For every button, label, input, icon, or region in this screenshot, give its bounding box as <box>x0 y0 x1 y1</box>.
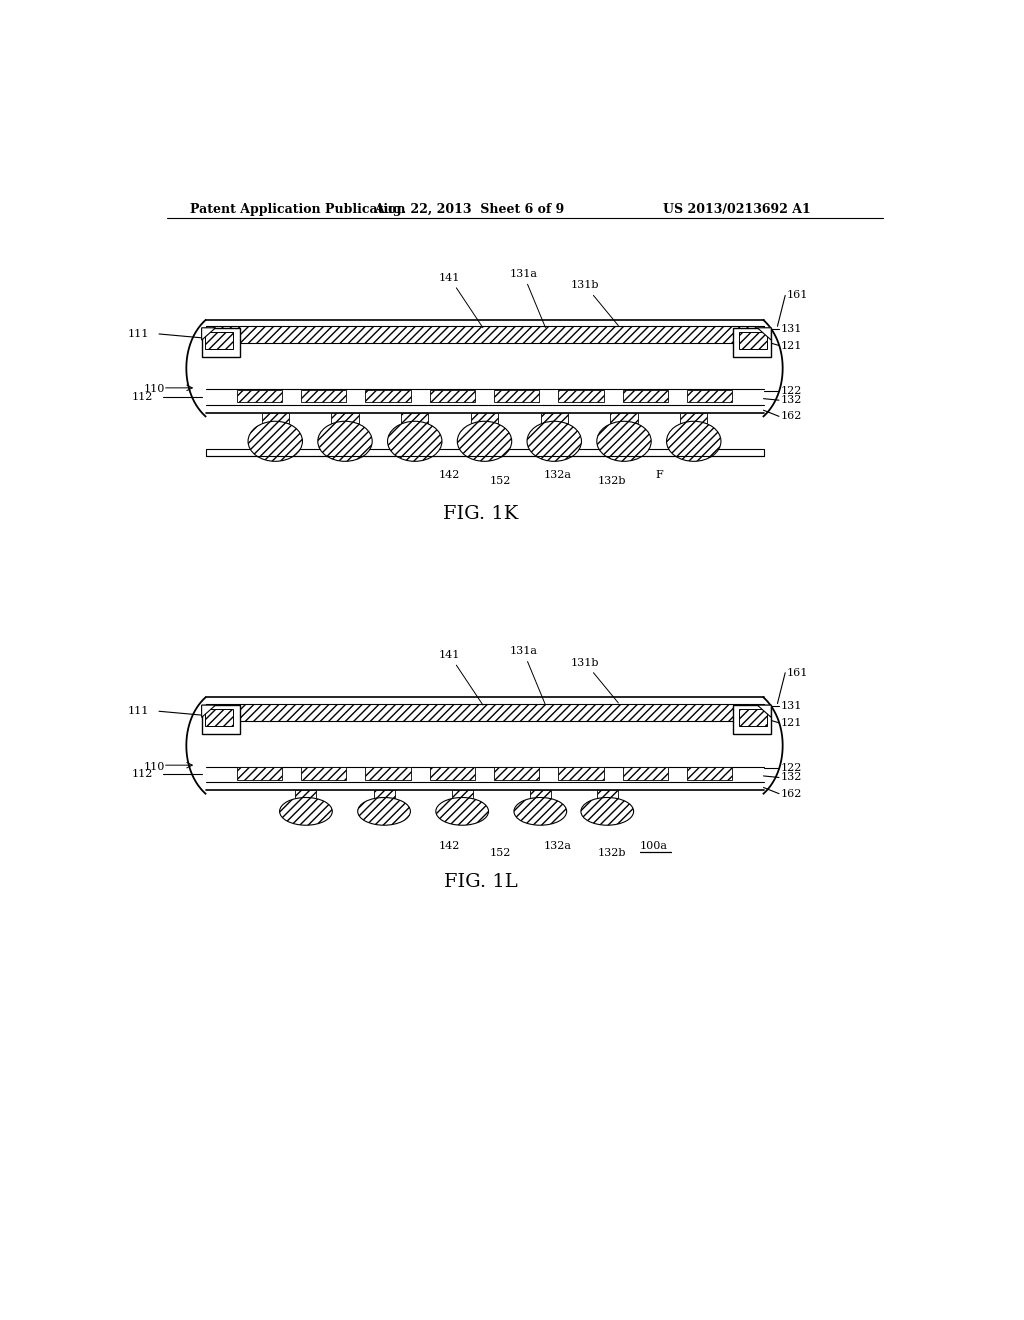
Text: 112: 112 <box>132 392 154 403</box>
Text: US 2013/0213692 A1: US 2013/0213692 A1 <box>663 203 811 216</box>
Bar <box>452 789 473 797</box>
Text: 152: 152 <box>489 847 511 858</box>
Bar <box>541 412 568 424</box>
Ellipse shape <box>527 421 582 461</box>
Text: 162: 162 <box>780 788 802 799</box>
Bar <box>366 767 411 780</box>
Bar <box>732 327 771 358</box>
Bar <box>687 767 732 780</box>
Ellipse shape <box>667 421 721 461</box>
Ellipse shape <box>248 421 302 461</box>
Bar <box>529 789 551 797</box>
Bar <box>623 767 668 780</box>
Bar <box>558 767 603 780</box>
Bar <box>732 705 771 734</box>
Ellipse shape <box>581 797 634 825</box>
Ellipse shape <box>357 797 411 825</box>
Polygon shape <box>758 705 771 718</box>
Bar <box>206 721 764 767</box>
Text: F: F <box>655 470 663 480</box>
Text: 142: 142 <box>439 841 461 851</box>
Text: 100a: 100a <box>640 841 668 851</box>
Text: 132b: 132b <box>598 477 627 486</box>
Bar <box>237 391 282 403</box>
Text: 131: 131 <box>780 323 802 334</box>
Bar <box>401 412 428 424</box>
Ellipse shape <box>436 797 488 825</box>
Ellipse shape <box>597 421 651 461</box>
Text: FIG. 1K: FIG. 1K <box>443 506 518 523</box>
Text: 122: 122 <box>780 763 802 774</box>
Text: 132a: 132a <box>544 470 572 480</box>
Text: 111: 111 <box>128 706 150 717</box>
Polygon shape <box>202 705 216 718</box>
Bar <box>301 391 346 403</box>
Text: 110: 110 <box>143 762 165 772</box>
Bar <box>205 709 233 726</box>
Bar <box>206 326 764 343</box>
Bar <box>206 449 764 457</box>
Bar <box>495 767 540 780</box>
Text: Aug. 22, 2013  Sheet 6 of 9: Aug. 22, 2013 Sheet 6 of 9 <box>374 203 564 216</box>
Text: 121: 121 <box>780 341 802 351</box>
Bar <box>205 331 233 348</box>
Bar <box>206 343 764 389</box>
Text: FIG. 1L: FIG. 1L <box>443 874 517 891</box>
Ellipse shape <box>387 421 442 461</box>
Bar <box>262 412 289 424</box>
Bar <box>366 391 411 403</box>
Bar <box>332 412 358 424</box>
Bar <box>301 767 346 780</box>
Bar <box>430 391 475 403</box>
Text: Patent Application Publication: Patent Application Publication <box>190 203 406 216</box>
Bar <box>623 391 668 403</box>
Text: 112: 112 <box>132 770 154 779</box>
Text: 161: 161 <box>786 668 808 677</box>
Text: 131a: 131a <box>509 647 546 705</box>
Text: 122: 122 <box>780 385 802 396</box>
Text: 132: 132 <box>780 772 802 783</box>
Bar <box>471 412 498 424</box>
Text: 142: 142 <box>439 470 461 480</box>
Ellipse shape <box>514 797 566 825</box>
Bar <box>597 789 617 797</box>
Bar <box>558 391 603 403</box>
Bar <box>680 412 708 424</box>
Ellipse shape <box>458 421 512 461</box>
Polygon shape <box>758 327 771 341</box>
Bar <box>374 789 394 797</box>
Polygon shape <box>202 327 216 341</box>
Bar <box>495 391 540 403</box>
Text: 110: 110 <box>143 384 165 395</box>
Text: 131a: 131a <box>509 269 546 327</box>
Text: 152: 152 <box>489 477 511 486</box>
Text: 111: 111 <box>128 329 150 339</box>
Bar <box>202 327 241 358</box>
Bar <box>687 391 732 403</box>
Bar <box>430 767 475 780</box>
Text: 131b: 131b <box>571 280 618 326</box>
Text: 132b: 132b <box>598 847 627 858</box>
Text: 161: 161 <box>786 290 808 301</box>
Text: 132a: 132a <box>544 841 572 851</box>
Text: 162: 162 <box>780 412 802 421</box>
Bar <box>738 709 767 726</box>
Bar <box>610 412 638 424</box>
Text: 141: 141 <box>439 649 483 705</box>
Text: 131b: 131b <box>571 657 618 704</box>
Bar <box>237 767 282 780</box>
Text: 141: 141 <box>439 273 483 327</box>
Text: 131: 131 <box>780 701 802 711</box>
Text: 132: 132 <box>780 395 802 405</box>
Ellipse shape <box>280 797 333 825</box>
Bar <box>202 705 241 734</box>
Bar <box>206 704 764 721</box>
Bar <box>738 331 767 348</box>
Bar <box>295 789 316 797</box>
Ellipse shape <box>317 421 372 461</box>
Text: 121: 121 <box>780 718 802 727</box>
